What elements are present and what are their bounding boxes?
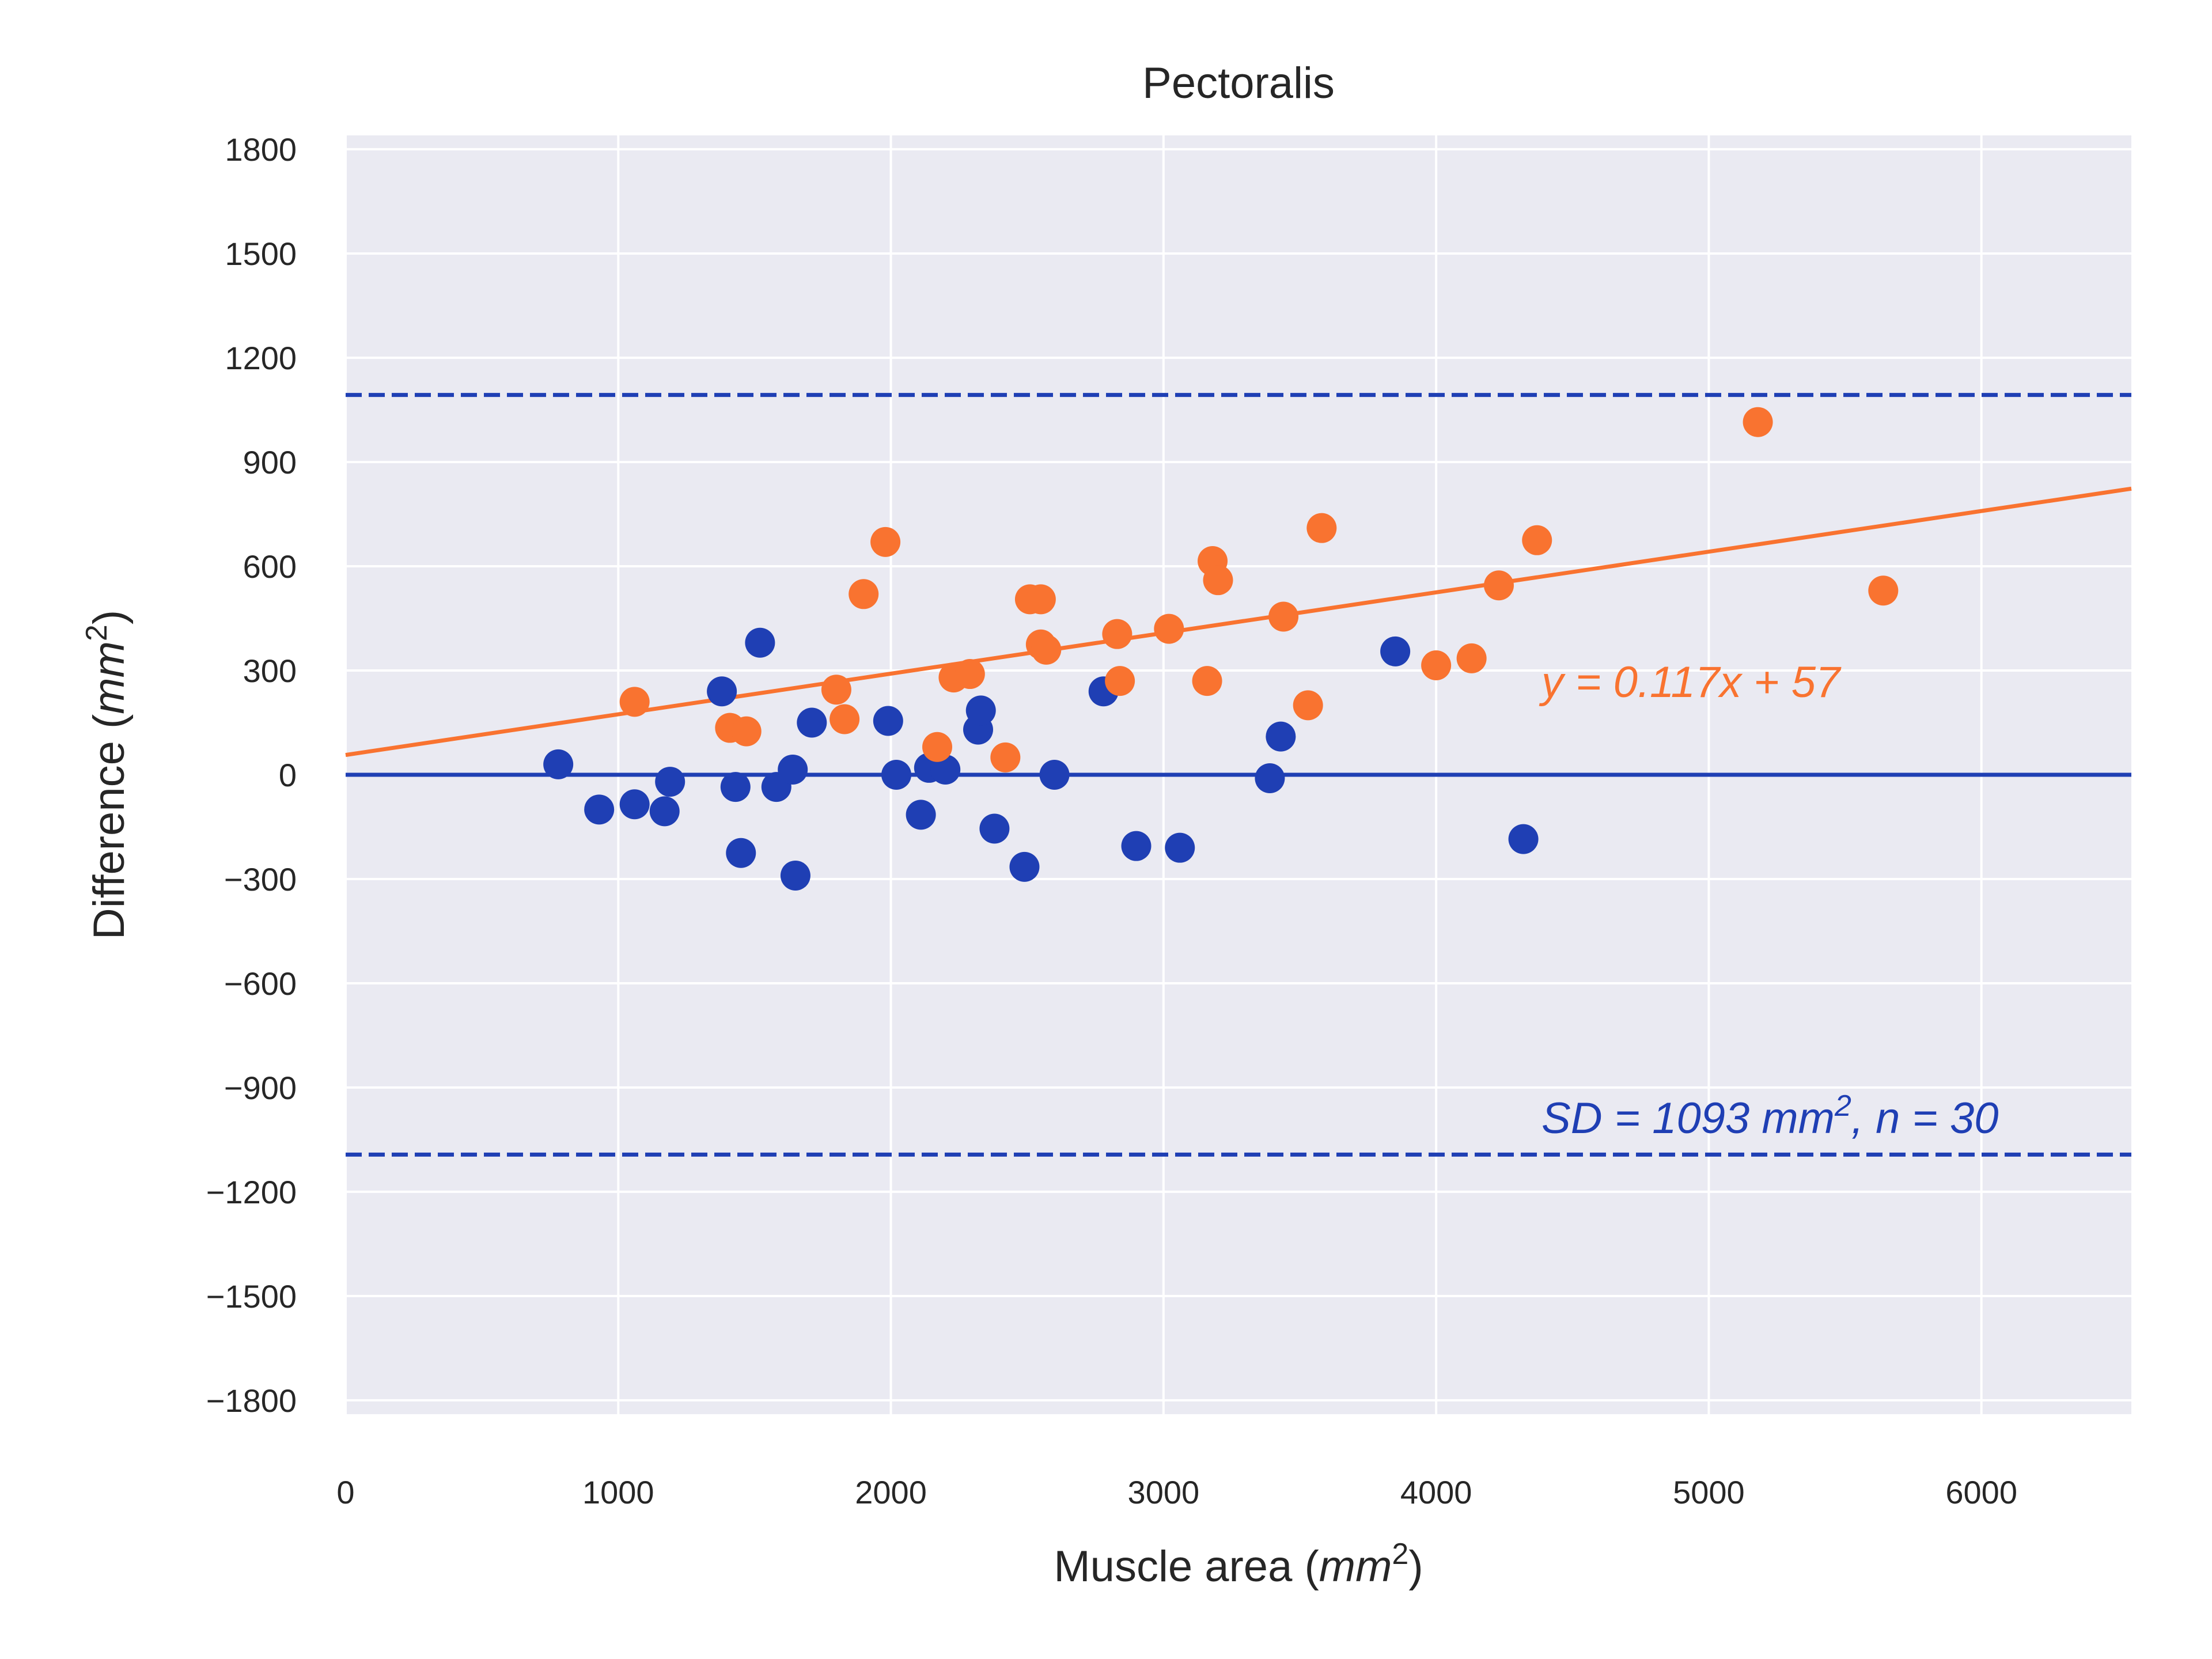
point-blue <box>1380 636 1411 666</box>
point-orange <box>1154 613 1184 644</box>
point-orange <box>1031 634 1062 665</box>
point-orange <box>1192 666 1222 696</box>
point-orange <box>849 579 879 609</box>
point-orange <box>990 742 1021 772</box>
y-tick-label: −300 <box>224 861 297 897</box>
point-blue <box>1009 851 1040 882</box>
x-tick-label: 4000 <box>1400 1474 1472 1510</box>
point-orange <box>1105 666 1135 696</box>
point-orange <box>870 527 901 557</box>
point-orange <box>830 704 860 734</box>
point-blue <box>745 627 775 658</box>
point-orange <box>1868 575 1899 606</box>
point-orange <box>1522 525 1552 555</box>
point-orange <box>1483 570 1514 601</box>
chart-title: Pectoralis <box>1142 59 1335 108</box>
point-blue <box>930 754 961 785</box>
point-blue <box>1508 824 1539 854</box>
point-blue <box>619 789 650 820</box>
point-blue <box>1039 760 1070 790</box>
y-tick-label: −900 <box>224 1070 297 1106</box>
point-blue <box>720 772 751 802</box>
point-blue <box>707 676 737 707</box>
point-blue <box>1266 721 1296 752</box>
x-tick-label: 3000 <box>1128 1474 1200 1510</box>
point-blue <box>584 794 615 825</box>
x-tick-label: 2000 <box>855 1474 927 1510</box>
x-tick-label: 1000 <box>582 1474 654 1510</box>
y-tick-label: 300 <box>243 653 297 689</box>
point-orange <box>1293 690 1323 721</box>
data-points <box>543 407 1899 891</box>
point-blue <box>873 706 903 736</box>
y-tick-label: −600 <box>224 965 297 1002</box>
point-orange <box>821 675 851 705</box>
point-orange <box>1102 619 1132 649</box>
y-tick-label: 1200 <box>225 340 297 376</box>
y-tick-label: 900 <box>243 444 297 480</box>
point-orange <box>1421 650 1452 680</box>
point-blue <box>655 767 685 797</box>
y-tick-label: −1800 <box>206 1382 297 1419</box>
point-blue <box>965 695 996 726</box>
point-orange <box>731 716 762 747</box>
point-orange <box>1025 584 1056 615</box>
y-tick-label: 1500 <box>225 236 297 272</box>
point-blue <box>778 754 808 785</box>
grid <box>344 135 2131 1414</box>
y-tick-label: 0 <box>279 757 297 793</box>
point-blue <box>797 707 827 738</box>
y-tick-label: −1200 <box>206 1174 297 1210</box>
point-orange <box>1203 565 1233 596</box>
point-blue <box>726 838 756 868</box>
point-blue <box>780 860 810 891</box>
point-blue <box>1165 832 1195 863</box>
point-orange <box>1456 643 1487 673</box>
point-blue <box>543 749 574 779</box>
point-blue <box>1255 763 1285 794</box>
x-tick-label: 5000 <box>1673 1474 1745 1510</box>
point-blue <box>979 813 1010 844</box>
x-tick-label: 0 <box>336 1474 354 1510</box>
y-tick-label: 600 <box>243 548 297 585</box>
x-tick-label: 6000 <box>1945 1474 2017 1510</box>
y-tick-label: 1800 <box>225 131 297 168</box>
point-orange <box>1743 407 1773 437</box>
point-orange <box>1306 513 1337 543</box>
sd-annotation-label: SD = 1093 mm2, n = 30 <box>1541 1089 1999 1143</box>
point-orange <box>619 687 650 717</box>
point-orange <box>1268 601 1299 632</box>
y-axis-title: Difference (mm2) <box>80 610 134 940</box>
point-blue <box>906 800 936 830</box>
point-blue <box>881 760 912 790</box>
y-tick-label: −1500 <box>206 1278 297 1315</box>
x-axis-title: Muscle area (mm2) <box>1054 1537 1423 1591</box>
point-orange <box>955 659 985 690</box>
regression-equation-label: y = 0.117x + 57 <box>1539 658 1842 707</box>
point-blue <box>649 796 680 827</box>
point-orange <box>922 732 953 762</box>
tick-labels: 0 1000 2000 3000 4000 5000 6000180015001200900… <box>206 131 2017 1510</box>
point-blue <box>1121 831 1152 861</box>
